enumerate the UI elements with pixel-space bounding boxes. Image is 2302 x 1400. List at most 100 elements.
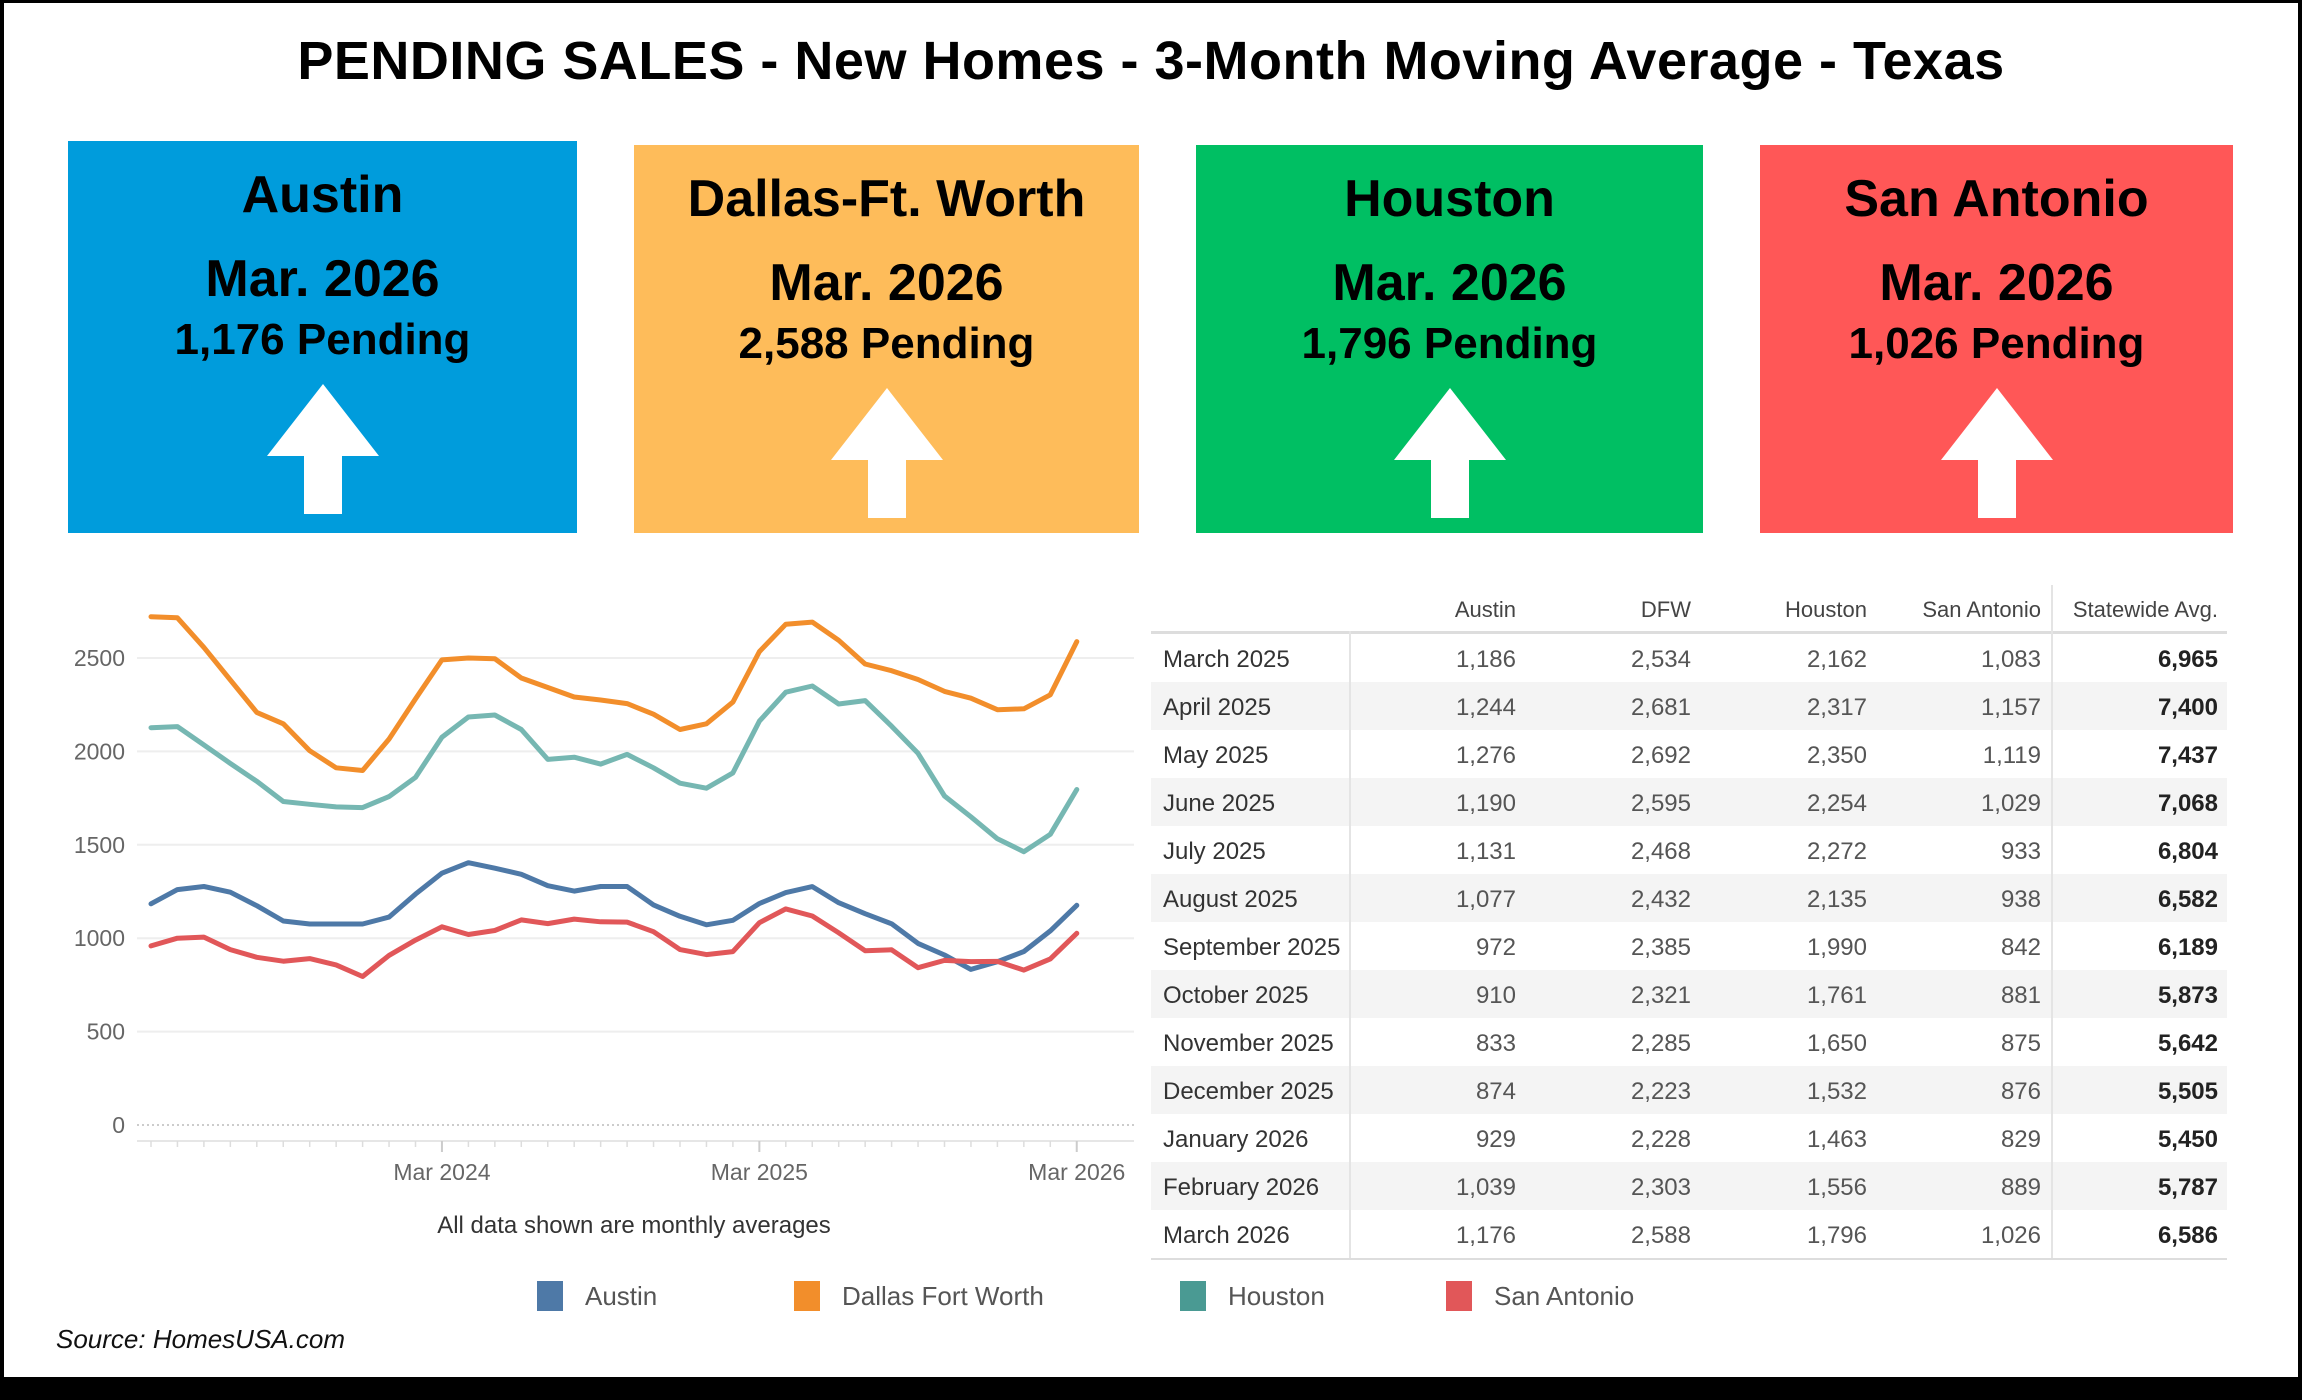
- arrow-up-icon: [1393, 388, 1506, 518]
- table-cell: 938: [2000, 886, 2041, 913]
- table-cell: 2,350: [1806, 742, 1867, 769]
- card-month: Mar. 2026: [769, 254, 1004, 312]
- row-month: February 2026: [1163, 1174, 1320, 1201]
- table-cell: 1,077: [1455, 886, 1516, 913]
- table-cell: 829: [2000, 1126, 2041, 1153]
- legend-swatch: [537, 1281, 563, 1311]
- x-tick-label: Mar 2026: [1028, 1159, 1125, 1185]
- legend-item: Dallas Fort Worth: [794, 1280, 1044, 1312]
- legend-label: Houston: [1228, 1280, 1325, 1311]
- legend-item: San Antonio: [1446, 1280, 1634, 1312]
- table-cell: 1,650: [1806, 1030, 1867, 1057]
- table-cell: 1,176: [1455, 1222, 1516, 1249]
- y-tick-label: 1500: [74, 832, 125, 858]
- row-month: November 2025: [1163, 1030, 1334, 1057]
- row-month: April 2025: [1163, 694, 1272, 721]
- x-tick-label: Mar 2025: [711, 1159, 808, 1185]
- market-card: San Antonio Mar. 2026 1,026 Pending: [1760, 145, 2233, 533]
- table-cell: 2,285: [1630, 1030, 1691, 1057]
- column-header: Austin: [1454, 597, 1516, 622]
- row-month: August 2025: [1163, 886, 1298, 913]
- table-cell: 2,303: [1630, 1174, 1691, 1201]
- table-cell: 2,162: [1806, 646, 1867, 673]
- table-cell: 874: [1475, 1078, 1516, 1105]
- table-cell: 2,135: [1806, 886, 1867, 913]
- card-month: Mar. 2026: [1879, 254, 2114, 312]
- table-cell: 1,131: [1455, 838, 1516, 865]
- card-city: San Antonio: [1844, 170, 2149, 228]
- table-cell: 6,189: [2157, 934, 2218, 961]
- column-header: San Antonio: [1922, 597, 2041, 622]
- table-row: April 2025 1,244 2,681 2,317 1,157 7,400: [1151, 682, 2227, 730]
- row-month: March 2026: [1163, 1222, 1290, 1249]
- y-tick-label: 1000: [74, 925, 125, 951]
- table-cell: 2,595: [1630, 790, 1691, 817]
- legend-label: San Antonio: [1494, 1280, 1635, 1311]
- table-cell: 1,463: [1806, 1126, 1867, 1153]
- table-cell: 2,534: [1630, 646, 1691, 673]
- table-cell: 1,157: [1980, 694, 2041, 721]
- table-cell: 1,039: [1455, 1174, 1516, 1201]
- table-row: September 2025 972 2,385 1,990 842 6,189: [1151, 922, 2227, 970]
- row-month: July 2025: [1163, 838, 1266, 865]
- table-cell: 1,119: [1982, 742, 2041, 769]
- table-cell: 2,228: [1630, 1126, 1691, 1153]
- table-cell: 929: [1475, 1126, 1516, 1153]
- legend-label: Dallas Fort Worth: [842, 1280, 1044, 1311]
- table-cell: 842: [2000, 934, 2041, 961]
- table-cell: 5,642: [2157, 1030, 2218, 1057]
- table-row: February 2026 1,039 2,303 1,556 889 5,787: [1151, 1162, 2227, 1210]
- row-month: May 2025: [1163, 742, 1269, 769]
- table-cell: 1,990: [1806, 934, 1867, 961]
- table-cell: 1,029: [1980, 790, 2041, 817]
- table-cell: 910: [1475, 982, 1516, 1009]
- table-cell: 1,026: [1980, 1222, 2041, 1249]
- series-line-austin: [148, 860, 1080, 972]
- table-row: March 2025 1,186 2,534 2,162 1,083 6,965: [1151, 634, 2227, 682]
- table-cell: 5,505: [2157, 1078, 2218, 1105]
- series-line-houston: [148, 683, 1080, 855]
- pending-sales-line-chart: 0 500 1000 1500 2000 2500 Mar 2024 Mar 2025 Mar …: [74, 614, 1134, 1185]
- table-row: March 2026 1,176 2,588 1,796 1,026 6,586: [1151, 1210, 2227, 1258]
- table-cell: 2,432: [1630, 886, 1691, 913]
- y-tick-label: 500: [87, 1019, 125, 1045]
- table-cell: 1,190: [1455, 790, 1516, 817]
- table-bottom-border: [1151, 1258, 2227, 1260]
- table-cell: 6,804: [2157, 838, 2218, 865]
- y-tick-label: 2000: [74, 738, 125, 764]
- table-cell: 1,186: [1455, 646, 1516, 673]
- row-month: January 2026: [1163, 1126, 1309, 1153]
- table-cell: 889: [2000, 1174, 2041, 1201]
- chart-caption: All data shown are monthly averages: [437, 1212, 831, 1239]
- row-month: October 2025: [1163, 982, 1309, 1009]
- market-card: Dallas-Ft. Worth Mar. 2026 2,588 Pending: [634, 145, 1139, 533]
- legend-swatch: [1180, 1281, 1206, 1311]
- card-pending-count: 1,176 Pending: [174, 315, 471, 364]
- card-month: Mar. 2026: [205, 250, 440, 308]
- table-cell: 5,450: [2157, 1126, 2218, 1153]
- card-pending-count: 2,588 Pending: [738, 319, 1035, 368]
- card-city: Austin: [241, 166, 404, 224]
- table-cell: 876: [2000, 1078, 2041, 1105]
- table-row: November 2025 833 2,285 1,650 875 5,642: [1151, 1018, 2227, 1066]
- legend-label: Austin: [585, 1280, 658, 1311]
- card-city: Dallas-Ft. Worth: [687, 170, 1086, 228]
- row-month: March 2025: [1163, 646, 1290, 673]
- table-cell: 5,873: [2157, 982, 2218, 1009]
- pending-sales-table: Austin DFW Houston San Antonio Statewide Avg…: [1151, 585, 2227, 1260]
- x-tick-label: Mar 2024: [393, 1159, 490, 1185]
- y-tick-label: 0: [112, 1112, 125, 1138]
- column-header: Statewide Avg.: [2072, 597, 2218, 622]
- table-cell: 2,272: [1806, 838, 1867, 865]
- table-row: July 2025 1,131 2,468 2,272 933 6,804: [1151, 826, 2227, 874]
- market-card: Houston Mar. 2026 1,796 Pending: [1196, 145, 1703, 533]
- table-cell: 1,276: [1455, 742, 1516, 769]
- table-cell: 2,588: [1630, 1222, 1691, 1249]
- table-cell: 6,586: [2157, 1222, 2218, 1249]
- series-line-dallas-fort-worth: [148, 614, 1080, 773]
- table-cell: 2,321: [1630, 982, 1691, 1009]
- table-cell: 5,787: [2157, 1174, 2218, 1201]
- table-cell: 2,681: [1630, 694, 1691, 721]
- column-header: Houston: [1785, 597, 1867, 622]
- row-month: September 2025: [1163, 934, 1341, 961]
